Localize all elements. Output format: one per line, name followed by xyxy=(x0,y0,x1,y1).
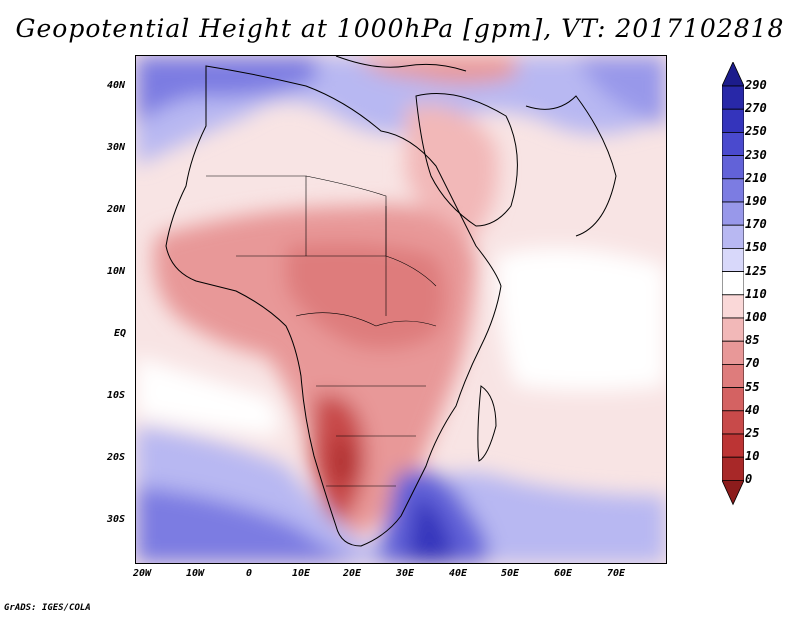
colorbar-segment xyxy=(722,224,744,249)
lon-label-10W: 10W xyxy=(186,568,205,579)
geopotential-field xyxy=(136,56,666,563)
colorbar-bottom-arrow xyxy=(722,479,744,506)
colorbar-segment xyxy=(722,132,744,157)
colorbar-label: 110 xyxy=(745,286,767,301)
lon-label-0: 0 xyxy=(246,568,253,579)
colorbar-segment xyxy=(722,85,744,110)
colorbar-label: 25 xyxy=(745,426,760,440)
colorbar-label: 270 xyxy=(745,101,767,116)
colorbar-label: 230 xyxy=(745,147,767,162)
colorbar-label: 250 xyxy=(745,124,767,139)
colorbar-segment xyxy=(722,340,744,365)
colorbar-segment xyxy=(722,456,744,481)
colorbar-label: 150 xyxy=(745,240,767,255)
colorbar-segment xyxy=(722,271,744,296)
lon-label-70E: 70E xyxy=(607,568,626,579)
colorbar-segment xyxy=(722,363,744,388)
colorbar-label: 70 xyxy=(745,356,760,371)
colorbar-label: 170 xyxy=(745,217,767,232)
colorbar-segment xyxy=(722,155,744,180)
colorbar-segment xyxy=(722,178,744,203)
lon-label-30E: 30E xyxy=(396,568,415,579)
lat-label-10N: 10N xyxy=(107,266,126,277)
lat-label-10S: 10S xyxy=(107,390,126,401)
country-borders xyxy=(206,175,437,487)
colorbar-segment xyxy=(722,294,744,319)
colorbar-segment xyxy=(722,433,744,458)
colorbar-label: 85 xyxy=(745,333,760,348)
map-plot-area xyxy=(135,55,667,564)
lon-label-20E: 20E xyxy=(343,568,362,579)
colorbar-label: 55 xyxy=(745,379,760,394)
lat-label-20S: 20S xyxy=(107,452,126,463)
colorbar-label: 290 xyxy=(745,78,767,92)
colorbar xyxy=(722,62,744,506)
lon-label-10E: 10E xyxy=(292,568,311,579)
colorbar-segment xyxy=(722,108,744,133)
colorbar-label: 100 xyxy=(745,310,767,324)
geopotential-height-map xyxy=(136,56,666,563)
colorbar-label: 0 xyxy=(745,472,753,487)
lat-label-EQ: EQ xyxy=(114,328,127,339)
coastlines xyxy=(165,56,617,547)
map-title: Geopotential Height at 1000hPa [gpm], VT… xyxy=(15,14,785,43)
colorbar-segment xyxy=(722,410,744,435)
lon-label-60E: 60E xyxy=(554,568,573,579)
lon-label-50E: 50E xyxy=(501,568,520,579)
lat-label-40N: 40N xyxy=(107,80,126,91)
lat-label-20N: 20N xyxy=(107,204,126,215)
lon-label-40E: 40E xyxy=(449,568,468,579)
colorbar-segment xyxy=(722,387,744,412)
colorbar-label: 190 xyxy=(745,194,767,208)
colorbar-segment xyxy=(722,317,744,342)
colorbar-segment xyxy=(722,201,744,226)
colorbar-label: 210 xyxy=(745,170,767,185)
colorbar-label: 40 xyxy=(745,402,760,417)
colorbar-label: 125 xyxy=(745,263,767,278)
colorbar-segment xyxy=(722,247,744,272)
lat-label-30S: 30S xyxy=(107,514,126,525)
lat-label-30N: 30N xyxy=(107,142,126,153)
colorbar-label: 10 xyxy=(745,449,760,464)
lon-label-20W: 20W xyxy=(133,568,152,579)
colorbar-top-arrow xyxy=(722,62,744,87)
grads-credit: GrADS: IGES/COLA xyxy=(4,603,91,613)
